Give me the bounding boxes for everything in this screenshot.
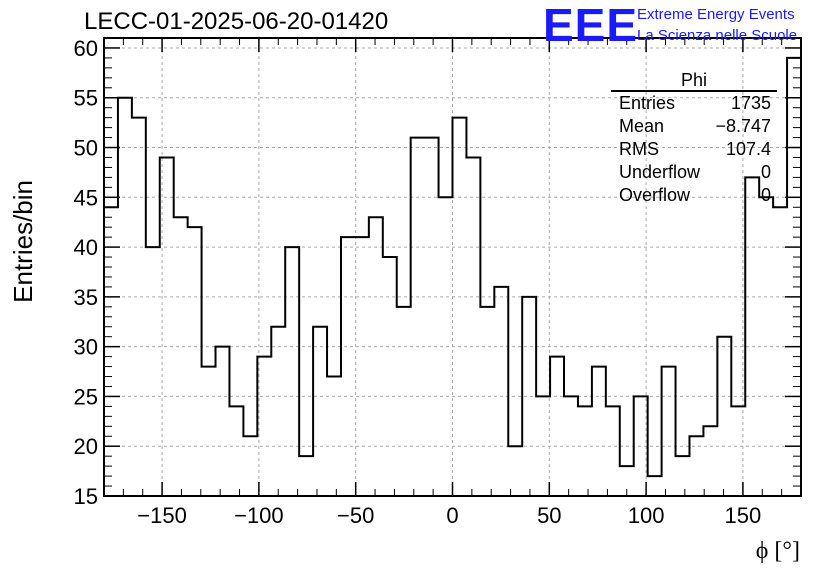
stats-value: 107.4 xyxy=(725,139,771,159)
axis-ticks xyxy=(104,38,801,497)
y-tick-label: 40 xyxy=(74,235,98,260)
stats-row-overflow: Overflow 0 xyxy=(611,184,777,207)
x-tick-label: 0 xyxy=(446,503,458,528)
y-tick-label: 25 xyxy=(74,384,98,409)
stats-value: 0 xyxy=(760,162,771,182)
x-axis-label: ϕ [°] xyxy=(756,538,800,564)
stats-label: Underflow xyxy=(619,162,701,182)
x-tick-label: −50 xyxy=(337,503,374,528)
y-tick-label: 30 xyxy=(74,335,98,360)
x-tick-label: 150 xyxy=(725,503,762,528)
y-tick-label: 15 xyxy=(74,484,98,509)
y-axis-label: Entries/bin xyxy=(8,180,38,303)
eee-logo: EEE xyxy=(543,0,639,51)
stats-row-mean: Mean −8.747 xyxy=(611,115,777,138)
stats-title: Phi xyxy=(611,70,777,92)
run-title: LECC-01-2025-06-20-01420 xyxy=(84,8,389,35)
x-tick-label: −150 xyxy=(137,503,187,528)
y-tick-label: 60 xyxy=(74,36,98,61)
x-tick-label: −100 xyxy=(234,503,284,528)
stats-row-entries: Entries 1735 xyxy=(611,92,777,115)
y-tick-label: 20 xyxy=(74,434,98,459)
logo-line-2: La Scienza nelle Scuole xyxy=(637,27,798,44)
x-tick-label: 100 xyxy=(628,503,665,528)
tick-labels: −150 −100 −50 0 50 100 150 15 20 25 30 35 40 45 50 55 60 xyxy=(74,36,762,528)
stats-value: −8.747 xyxy=(715,116,771,136)
stats-label: Mean xyxy=(619,116,665,136)
logo-caption: Extreme Energy Events La Scienza nelle S… xyxy=(637,4,797,46)
stats-row-underflow: Underflow 0 xyxy=(611,161,777,184)
y-tick-label: 55 xyxy=(74,86,98,111)
stats-row-rms: RMS 107.4 xyxy=(611,138,777,161)
stats-label: RMS xyxy=(619,139,659,159)
stats-value: 1735 xyxy=(730,93,771,113)
x-tick-label: 50 xyxy=(537,503,561,528)
y-tick-label: 45 xyxy=(74,185,98,210)
logo-line-1: Extreme Energy Events xyxy=(637,6,795,23)
y-tick-label: 35 xyxy=(74,285,98,310)
histogram-outline xyxy=(104,56,801,478)
stats-box: Phi Entries 1735 Mean −8.747 RMS 107.4 U… xyxy=(611,70,777,207)
stats-label: Overflow xyxy=(619,185,691,205)
stats-label: Entries xyxy=(619,93,676,113)
y-tick-label: 50 xyxy=(74,136,98,161)
stats-value: 0 xyxy=(760,185,771,205)
